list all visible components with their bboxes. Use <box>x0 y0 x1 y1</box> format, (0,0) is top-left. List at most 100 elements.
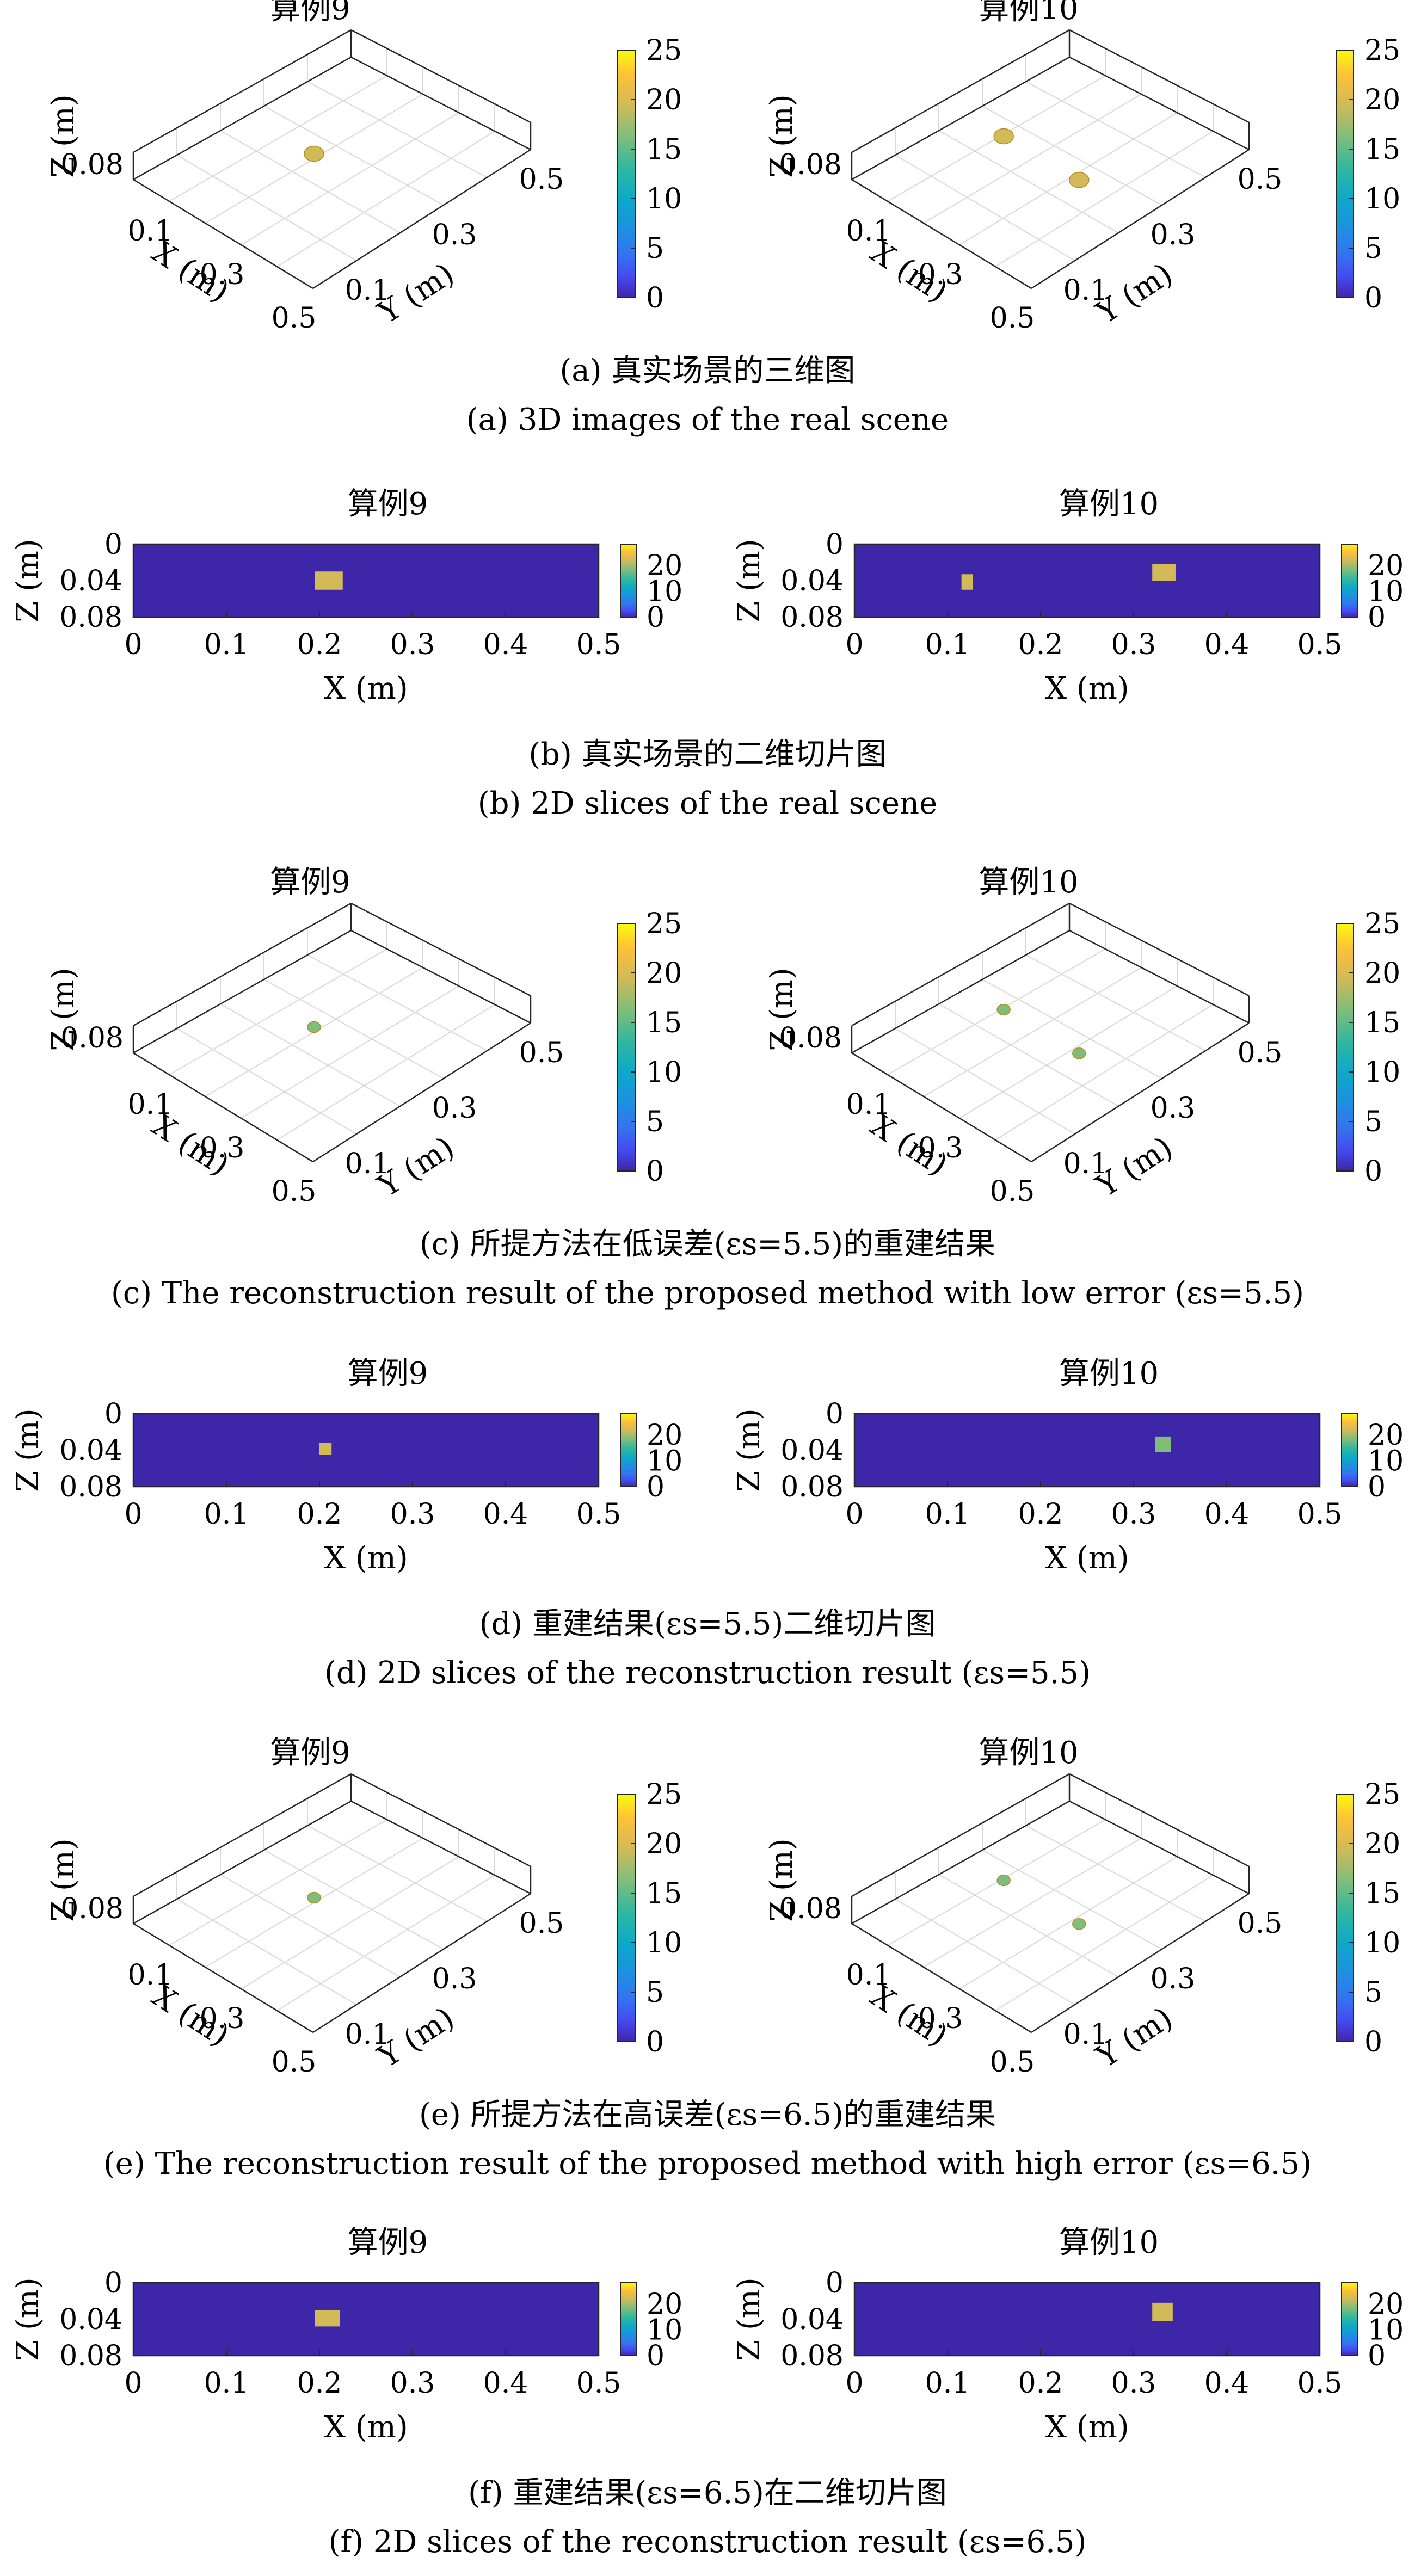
x-tick-label: 0.2 <box>1018 2367 1063 2400</box>
grid-line <box>923 967 1142 1097</box>
colorbar <box>1341 544 1358 618</box>
grid-line <box>169 75 387 202</box>
y-tick-label: 0.3 <box>432 219 477 251</box>
y-tick-label: 0 <box>104 2267 122 2300</box>
colorbar-tick-label: 15 <box>1364 133 1400 166</box>
object-cell <box>1155 1436 1171 1452</box>
axis-edge <box>133 1052 313 1163</box>
x-axis-label: X (m) <box>324 2409 408 2445</box>
grid-line <box>276 1875 495 2011</box>
grid-line <box>176 155 357 261</box>
grid-line <box>995 1004 1214 1141</box>
x-tick-label: 0.5 <box>990 1175 1035 1208</box>
colorbar-tick-label: 15 <box>646 133 682 166</box>
y-tick-label: 0.04 <box>780 565 844 597</box>
z-axis-label: Z (m) <box>46 967 81 1051</box>
z-axis-label: Z (m) <box>46 1838 81 1922</box>
object-cell <box>319 1443 332 1455</box>
object-cell <box>1152 564 1176 581</box>
grid-line <box>995 1875 1214 2011</box>
axis-edge <box>350 29 531 124</box>
y-axis-label: Y (m) <box>372 256 460 331</box>
caption-a-en: (a) 3D images of the real scene <box>466 402 949 437</box>
y-tick-label: 0 <box>826 2267 844 2300</box>
grid-line <box>276 131 495 267</box>
colorbar-tick-label: 25 <box>646 908 682 940</box>
axis-edge <box>851 1773 1070 1897</box>
y-axis-label: Z (m) <box>731 1408 767 1492</box>
y-tick-label: 0.5 <box>519 1037 564 1069</box>
caption-d-en: (d) 2D slices of the reconstruction resu… <box>324 1655 1091 1691</box>
panel-title: 算例9 <box>270 1735 350 1771</box>
axis-edge <box>133 178 313 289</box>
grid-line <box>887 948 1106 1075</box>
grid-line <box>241 1856 459 1989</box>
y-axis-label: Z (m) <box>10 2277 46 2361</box>
caption-f-zh: (f) 重建结果(εs=6.5)在二维切片图 <box>468 2475 947 2511</box>
y-tick-label: 0.3 <box>1151 1963 1196 1995</box>
grid-line <box>938 130 1119 233</box>
colorbar-tick-label: 5 <box>1364 232 1382 265</box>
y-tick-label: 0.3 <box>1151 219 1196 251</box>
x-tick-label: 0.1 <box>925 1498 970 1531</box>
x-tick-label: 0.3 <box>390 1498 435 1531</box>
panel-3d-c9: 算例9 0.1 0.3 0.5 0.1 0.3 0.5 0.08 X (m) Y (m) Z (m)… <box>46 865 682 1208</box>
axis-edge <box>1031 1893 1250 2033</box>
colorbar-tick-label: 0 <box>1364 282 1382 315</box>
x-tick-label: 0.3 <box>1111 628 1156 661</box>
object-marker <box>996 1874 1011 1887</box>
panel-title: 算例9 <box>348 486 428 522</box>
x-tick-label: 0.3 <box>390 628 435 661</box>
panel-title: 算例10 <box>1059 2225 1159 2260</box>
grid-line <box>938 1874 1119 1977</box>
colorbar-tick-label: 10 <box>1368 1445 1404 1477</box>
caption-d-zh: (d) 重建结果(εs=5.5)二维切片图 <box>479 1606 936 1642</box>
x-axis-label: X (m) <box>146 1978 236 2054</box>
panel-title: 算例10 <box>1059 486 1159 522</box>
x-tick-label: 0.4 <box>1204 2367 1250 2400</box>
colorbar-tick-label: 0 <box>1364 1155 1382 1188</box>
y-tick-label: 0.5 <box>519 163 564 196</box>
x-tick-label: 0.4 <box>1204 628 1250 661</box>
colorbar-tick-label: 20 <box>1368 550 1404 582</box>
axis-edge <box>133 56 352 181</box>
grid-line <box>263 1850 444 1950</box>
x-axis-label: X (m) <box>864 1978 954 2054</box>
object-marker <box>996 1003 1011 1016</box>
object-marker <box>1072 1918 1086 1930</box>
colorbar-tick-label: 10 <box>647 575 682 608</box>
axis-edge <box>1069 56 1250 151</box>
grid-line <box>220 1874 401 1977</box>
z-tick-label: 0.08 <box>779 1022 842 1055</box>
z-axis-label: Z (m) <box>764 94 799 178</box>
x-tick-label: 0.3 <box>918 1132 963 1164</box>
grid-line <box>959 1856 1178 1989</box>
colorbar-tick-label: 15 <box>1364 1007 1400 1039</box>
x-tick-label: 0.4 <box>483 1498 528 1531</box>
colorbar-tick-label: 20 <box>646 957 682 990</box>
caption-b-zh: (b) 真实场景的二维切片图 <box>528 737 886 772</box>
axis-edge <box>1069 902 1250 997</box>
x-tick-label: 0.3 <box>390 2367 435 2400</box>
colorbar-tick-label: 10 <box>1364 1927 1400 1959</box>
object-marker <box>1069 172 1090 188</box>
y-axis-label: Y (m) <box>372 2000 460 2075</box>
x-tick-label: 0.3 <box>200 1132 245 1164</box>
grid-line <box>895 155 1075 261</box>
grid-line <box>307 1825 488 1922</box>
y-tick-label: 0.5 <box>1238 163 1283 196</box>
heatmap-field <box>132 2282 600 2357</box>
colorbar-tick-label: 10 <box>647 2314 682 2346</box>
x-axis-label: X (m) <box>324 1540 408 1576</box>
axis-edge <box>312 1022 531 1163</box>
grid-line <box>241 112 459 245</box>
axis-edge <box>1069 929 1250 1024</box>
colorbar <box>1336 1794 1354 2042</box>
x-tick-label: 0 <box>845 628 863 661</box>
colorbar-tick-label: 20 <box>1368 1419 1404 1452</box>
x-tick-label: 0 <box>124 1498 142 1531</box>
colorbar <box>620 2282 637 2356</box>
colorbar-tick-label: 0 <box>1368 2340 1386 2372</box>
